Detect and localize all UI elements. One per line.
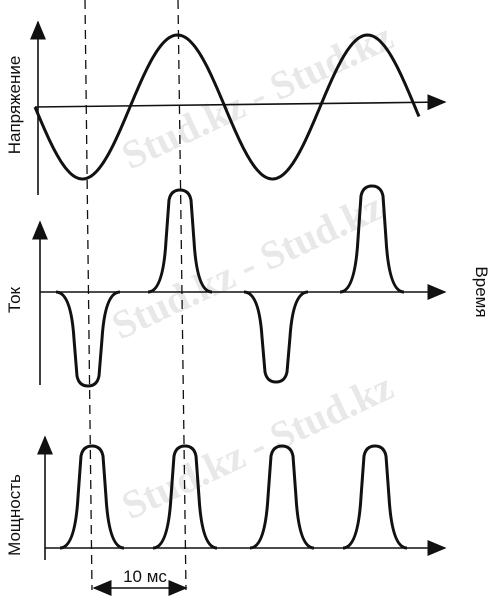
current-pulse <box>339 184 405 294</box>
power-pulse <box>249 444 315 550</box>
interval-label: 10 мс <box>123 567 167 586</box>
guide-line <box>84 0 93 591</box>
current-label: Ток <box>5 286 24 313</box>
guide-line <box>177 0 187 591</box>
current-pulse <box>55 290 121 388</box>
power-pulse <box>152 444 218 550</box>
voltage-curve <box>33 33 421 181</box>
current-pulse <box>147 188 213 294</box>
time-label: Время <box>472 266 491 317</box>
power-pulse <box>59 444 125 550</box>
waveforms <box>33 33 421 550</box>
watermark: Stud.kz - Stud.kz <box>105 183 390 348</box>
power-label: Мощность <box>5 474 24 556</box>
power-pulse <box>342 444 408 550</box>
watermark: Stud.kz - Stud.kz <box>115 363 400 528</box>
current-pulse <box>243 290 309 384</box>
voltage-label: Напряжение <box>5 56 24 155</box>
axis <box>34 94 447 111</box>
